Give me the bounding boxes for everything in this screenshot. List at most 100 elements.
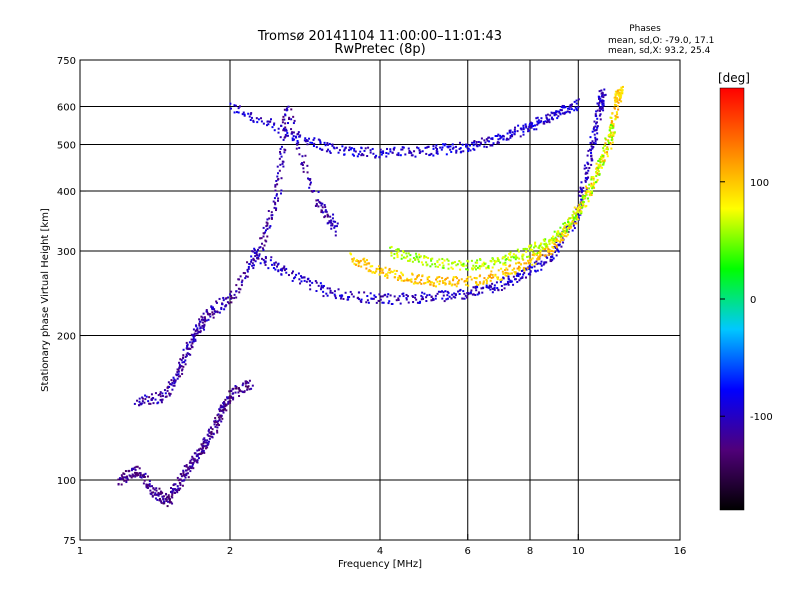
- data-point: [549, 258, 552, 261]
- data-point: [487, 286, 490, 289]
- data-point: [557, 250, 560, 253]
- data-point: [543, 261, 546, 264]
- data-point: [537, 262, 540, 265]
- data-point: [502, 272, 505, 275]
- data-point: [547, 247, 550, 250]
- data-point: [477, 283, 480, 286]
- data-point: [256, 121, 259, 124]
- data-point: [495, 260, 498, 263]
- data-point: [525, 125, 528, 128]
- data-point: [549, 260, 552, 263]
- data-point: [516, 130, 519, 133]
- data-point: [299, 282, 302, 285]
- data-point: [507, 256, 510, 259]
- data-point: [171, 488, 174, 491]
- data-point: [393, 253, 396, 256]
- data-point: [446, 258, 449, 261]
- data-point: [202, 318, 205, 321]
- data-point: [262, 258, 265, 261]
- data-point: [171, 493, 174, 496]
- data-point: [547, 249, 550, 252]
- data-point: [237, 387, 240, 390]
- data-point: [117, 482, 120, 485]
- data-point: [322, 295, 325, 298]
- data-point: [518, 265, 521, 268]
- data-point: [514, 262, 517, 265]
- data-point: [192, 338, 195, 341]
- data-point: [438, 263, 441, 266]
- data-point: [123, 479, 126, 482]
- data-point: [568, 108, 571, 111]
- data-point: [461, 297, 464, 300]
- data-point: [528, 122, 531, 125]
- data-point: [485, 286, 488, 289]
- data-point: [200, 318, 203, 321]
- data-point: [300, 280, 303, 283]
- scatter-points: [117, 85, 624, 508]
- data-point: [219, 404, 222, 407]
- data-point: [188, 353, 191, 356]
- data-point: [357, 153, 360, 156]
- data-point: [506, 132, 509, 135]
- data-point: [584, 172, 587, 175]
- data-point: [327, 221, 330, 224]
- data-point: [160, 500, 163, 503]
- data-point: [170, 487, 173, 490]
- data-point: [452, 295, 455, 298]
- data-point: [264, 257, 267, 260]
- data-point: [308, 280, 311, 283]
- data-point: [329, 151, 332, 154]
- data-point: [442, 291, 445, 294]
- data-point: [295, 136, 298, 139]
- data-point: [375, 270, 378, 273]
- data-point: [208, 437, 211, 440]
- data-point: [602, 147, 605, 150]
- data-point: [130, 476, 133, 479]
- data-point: [141, 474, 144, 477]
- data-point: [516, 267, 519, 270]
- data-point: [243, 114, 246, 117]
- data-point: [496, 258, 499, 261]
- data-point: [597, 104, 600, 107]
- data-point: [140, 476, 143, 479]
- data-point: [478, 265, 481, 268]
- data-point: [248, 379, 251, 382]
- data-point: [185, 469, 188, 472]
- data-point: [182, 365, 185, 368]
- data-point: [165, 498, 168, 501]
- data-point: [165, 499, 168, 502]
- data-point: [245, 380, 248, 383]
- data-point: [513, 278, 516, 281]
- data-point: [562, 241, 565, 244]
- data-point: [569, 223, 572, 226]
- data-point: [222, 299, 225, 302]
- data-point: [190, 338, 193, 341]
- data-point: [530, 244, 533, 247]
- data-point: [444, 290, 447, 293]
- data-point: [343, 153, 346, 156]
- data-point: [199, 330, 202, 333]
- data-point: [610, 131, 613, 134]
- data-point: [235, 290, 238, 293]
- data-point: [536, 269, 539, 272]
- data-point: [201, 321, 204, 324]
- data-point: [387, 152, 390, 155]
- data-point: [378, 269, 381, 272]
- data-point: [494, 274, 497, 277]
- data-point: [220, 420, 223, 423]
- data-point: [176, 476, 179, 479]
- data-point: [274, 201, 277, 204]
- data-point: [214, 425, 217, 428]
- data-point: [303, 161, 306, 164]
- data-point: [202, 325, 205, 328]
- data-point: [243, 113, 246, 116]
- data-point: [280, 273, 283, 276]
- data-point: [497, 260, 500, 263]
- data-point: [191, 341, 194, 344]
- data-point: [216, 431, 219, 434]
- data-point: [341, 145, 344, 148]
- data-point: [601, 107, 604, 110]
- data-point: [168, 392, 171, 395]
- data-point: [416, 282, 419, 285]
- data-point: [167, 494, 170, 497]
